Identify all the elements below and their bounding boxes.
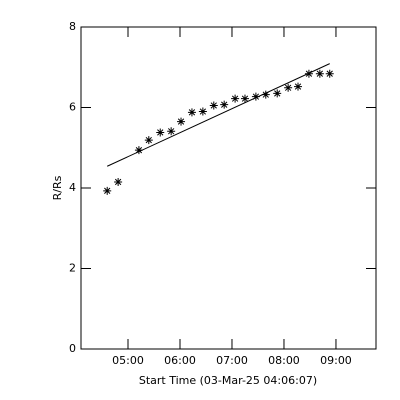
asterisk-marker [261, 90, 270, 99]
x-tick-label: 06:00 [164, 354, 196, 367]
x-tick-label: 07:00 [216, 354, 248, 367]
asterisk-marker [273, 89, 282, 98]
y-tick-label: 2 [69, 262, 76, 275]
asterisk-marker [294, 82, 303, 91]
fit-line [106, 63, 330, 167]
asterisk-marker [209, 101, 218, 110]
y-tick-label: 4 [69, 181, 76, 194]
asterisk-marker [156, 128, 165, 137]
asterisk-marker [251, 92, 260, 101]
x-tick-label: 09:00 [320, 354, 352, 367]
asterisk-marker [134, 146, 143, 155]
asterisk-marker [198, 107, 207, 116]
y-tick-label: 0 [69, 342, 76, 355]
asterisk-marker [187, 108, 196, 117]
x-axis-label: Start Time (03-Mar-25 04:06:07) [139, 374, 317, 387]
asterisk-marker [220, 100, 229, 109]
asterisk-marker [144, 136, 153, 145]
asterisk-marker [315, 69, 324, 78]
x-tick-label: 08:00 [268, 354, 300, 367]
y-axis-label: R/Rs [51, 175, 64, 200]
asterisk-marker [177, 117, 186, 126]
asterisk-marker [114, 177, 123, 186]
asterisk-marker [103, 186, 112, 195]
y-tick-label: 6 [69, 101, 76, 114]
asterisk-marker [231, 94, 240, 103]
asterisk-marker [240, 94, 249, 103]
asterisk-marker [284, 83, 293, 92]
asterisk-marker [325, 69, 334, 78]
asterisk-marker [167, 127, 176, 136]
x-tick-label: 05:00 [112, 354, 144, 367]
y-tick-label: 8 [69, 20, 76, 33]
